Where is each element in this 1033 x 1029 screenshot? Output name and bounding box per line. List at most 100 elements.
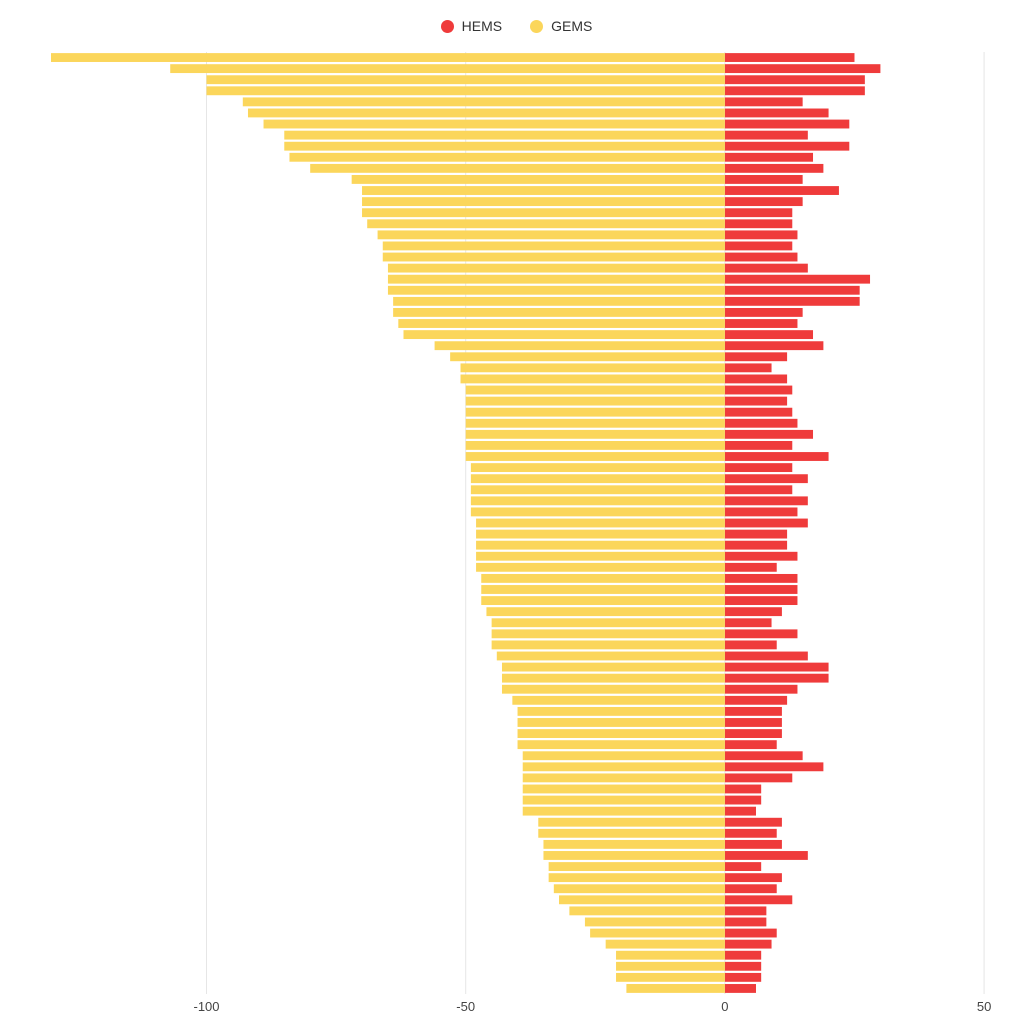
bar-hems[interactable] — [724, 119, 850, 129]
bar-gems[interactable] — [559, 895, 725, 905]
bar-hems[interactable] — [724, 950, 762, 960]
bar-gems[interactable] — [481, 596, 725, 606]
bar-hems[interactable] — [724, 75, 865, 85]
bar-hems[interactable] — [724, 440, 793, 450]
bar-gems[interactable] — [590, 928, 725, 938]
bar-hems[interactable] — [724, 740, 777, 750]
legend-item-hems[interactable]: HEMS — [440, 18, 502, 34]
bar-hems[interactable] — [724, 662, 829, 672]
bar-gems[interactable] — [465, 407, 725, 417]
bar-hems[interactable] — [724, 363, 772, 373]
bar-hems[interactable] — [724, 230, 798, 240]
bar-gems[interactable] — [247, 108, 725, 118]
bar-hems[interactable] — [724, 917, 767, 927]
bar-gems[interactable] — [517, 706, 725, 716]
bar-gems[interactable] — [206, 86, 725, 96]
bar-gems[interactable] — [362, 208, 725, 218]
bar-gems[interactable] — [522, 806, 725, 816]
bar-gems[interactable] — [393, 308, 725, 317]
bar-gems[interactable] — [538, 817, 725, 827]
bar-gems[interactable] — [491, 640, 725, 650]
bar-gems[interactable] — [616, 950, 725, 960]
bar-hems[interactable] — [724, 485, 793, 495]
bar-gems[interactable] — [476, 540, 725, 550]
bar-gems[interactable] — [460, 363, 725, 373]
bar-gems[interactable] — [362, 186, 725, 195]
bar-gems[interactable] — [242, 97, 725, 107]
bar-gems[interactable] — [543, 839, 725, 849]
bar-hems[interactable] — [724, 141, 850, 151]
bar-gems[interactable] — [584, 917, 725, 927]
bar-gems[interactable] — [465, 396, 725, 406]
bar-gems[interactable] — [470, 474, 725, 484]
bar-hems[interactable] — [724, 695, 788, 705]
bar-hems[interactable] — [724, 175, 803, 184]
bar-gems[interactable] — [476, 518, 725, 528]
bar-hems[interactable] — [724, 562, 777, 572]
bar-gems[interactable] — [522, 784, 725, 794]
bar-gems[interactable] — [387, 285, 725, 295]
bar-hems[interactable] — [724, 806, 756, 816]
bar-hems[interactable] — [724, 418, 798, 428]
bar-gems[interactable] — [538, 828, 725, 838]
bar-hems[interactable] — [724, 795, 762, 805]
bar-gems[interactable] — [486, 607, 725, 617]
legend-item-gems[interactable]: GEMS — [530, 18, 592, 34]
bar-gems[interactable] — [289, 152, 725, 162]
bar-gems[interactable] — [460, 374, 725, 384]
bar-hems[interactable] — [724, 551, 798, 561]
bar-hems[interactable] — [724, 97, 803, 107]
bar-hems[interactable] — [724, 385, 793, 395]
bar-gems[interactable] — [481, 585, 725, 594]
bar-hems[interactable] — [724, 529, 788, 539]
bar-hems[interactable] — [724, 651, 808, 661]
bar-gems[interactable] — [548, 862, 725, 871]
bar-hems[interactable] — [724, 429, 814, 439]
bar-hems[interactable] — [724, 607, 782, 617]
bar-gems[interactable] — [284, 130, 725, 140]
bar-gems[interactable] — [284, 141, 725, 151]
bar-gems[interactable] — [605, 939, 725, 949]
bar-hems[interactable] — [724, 640, 777, 650]
bar-gems[interactable] — [548, 873, 725, 883]
bar-hems[interactable] — [724, 928, 777, 938]
bar-hems[interactable] — [724, 219, 793, 229]
bar-gems[interactable] — [465, 418, 725, 428]
bar-hems[interactable] — [724, 629, 798, 639]
bar-gems[interactable] — [367, 219, 725, 229]
bar-gems[interactable] — [543, 851, 725, 860]
bar-gems[interactable] — [476, 562, 725, 572]
bar-gems[interactable] — [470, 485, 725, 495]
bar-gems[interactable] — [476, 551, 725, 561]
bar-hems[interactable] — [724, 285, 860, 295]
bar-hems[interactable] — [724, 839, 782, 849]
bar-hems[interactable] — [724, 895, 793, 905]
bar-hems[interactable] — [724, 263, 808, 273]
bar-hems[interactable] — [724, 906, 767, 916]
bar-hems[interactable] — [724, 828, 777, 838]
bar-gems[interactable] — [351, 175, 725, 184]
bar-gems[interactable] — [206, 75, 725, 85]
bar-gems[interactable] — [626, 984, 725, 993]
bar-gems[interactable] — [517, 729, 725, 738]
bar-hems[interactable] — [724, 884, 777, 894]
bar-gems[interactable] — [522, 751, 725, 761]
bar-hems[interactable] — [724, 718, 782, 727]
bar-gems[interactable] — [393, 296, 725, 306]
bar-hems[interactable] — [724, 86, 865, 96]
bar-hems[interactable] — [724, 330, 814, 340]
bar-hems[interactable] — [724, 452, 829, 461]
bar-hems[interactable] — [724, 163, 824, 173]
bar-hems[interactable] — [724, 374, 788, 384]
bar-hems[interactable] — [724, 64, 881, 74]
bar-gems[interactable] — [553, 884, 725, 894]
bar-gems[interactable] — [517, 740, 725, 750]
bar-hems[interactable] — [724, 762, 824, 772]
bar-gems[interactable] — [403, 330, 725, 340]
bar-hems[interactable] — [724, 673, 829, 683]
bar-hems[interactable] — [724, 862, 762, 871]
bar-hems[interactable] — [724, 308, 803, 317]
bar-gems[interactable] — [470, 496, 725, 506]
bar-gems[interactable] — [51, 53, 725, 62]
bar-hems[interactable] — [724, 296, 860, 306]
